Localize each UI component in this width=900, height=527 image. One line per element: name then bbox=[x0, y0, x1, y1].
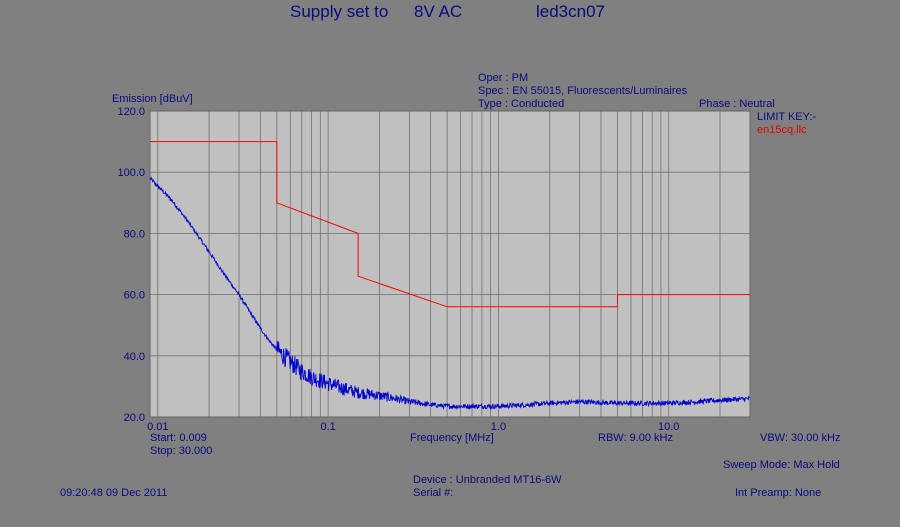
int-preamp-label: Int Preamp: None bbox=[735, 487, 822, 499]
emission-trace bbox=[149, 176, 750, 411]
y-tick-label: 20.0 bbox=[124, 412, 145, 424]
rbw-label: RBW: 9.00 kHz bbox=[598, 432, 673, 444]
y-tick-label: 40.0 bbox=[124, 351, 145, 363]
x-tick-label: 0.01 bbox=[147, 421, 168, 433]
limit-key-name: en15cq.llc bbox=[757, 124, 807, 136]
y-axis-label: Emission [dBuV] bbox=[112, 93, 193, 105]
x-tick-label: 10.0 bbox=[658, 421, 679, 433]
type-label: Type : Conducted bbox=[478, 98, 565, 110]
sweep-mode-label: Sweep Mode: Max Hold bbox=[723, 459, 840, 471]
timestamp: 09:20:48 09 Dec 2011 bbox=[60, 487, 168, 499]
y-tick-label: 100.0 bbox=[117, 167, 145, 179]
device-label: Device : Unbranded MT16-6W bbox=[413, 474, 562, 486]
chart-title: Supply set to bbox=[290, 2, 389, 21]
x-tick-label: 0.1 bbox=[320, 421, 335, 433]
x-axis-label: Frequency [MHz] bbox=[410, 432, 494, 444]
vbw-label: VBW: 30.00 kHz bbox=[760, 432, 841, 444]
serial-label: Serial #: bbox=[413, 487, 454, 499]
limit-key-label: LIMIT KEY:- bbox=[757, 111, 817, 123]
y-tick-label: 60.0 bbox=[124, 290, 145, 302]
limit-line bbox=[150, 141, 750, 308]
file-id: led3cn07 bbox=[536, 2, 606, 21]
oper-label: Oper : PM bbox=[478, 72, 529, 84]
y-tick-label: 80.0 bbox=[124, 228, 145, 240]
stop-freq: Stop: 30.000 bbox=[150, 445, 213, 457]
y-tick-label: 120.0 bbox=[117, 106, 145, 118]
start-freq: Start: 0.009 bbox=[150, 432, 207, 444]
plot-area bbox=[149, 110, 751, 418]
spec-label: Spec : EN 55015, Fluorescents/Luminaires bbox=[478, 85, 688, 97]
x-tick-label: 1.0 bbox=[491, 421, 506, 433]
phase-label: Phase : Neutral bbox=[699, 98, 775, 110]
supply-value: 8V AC bbox=[414, 2, 463, 21]
